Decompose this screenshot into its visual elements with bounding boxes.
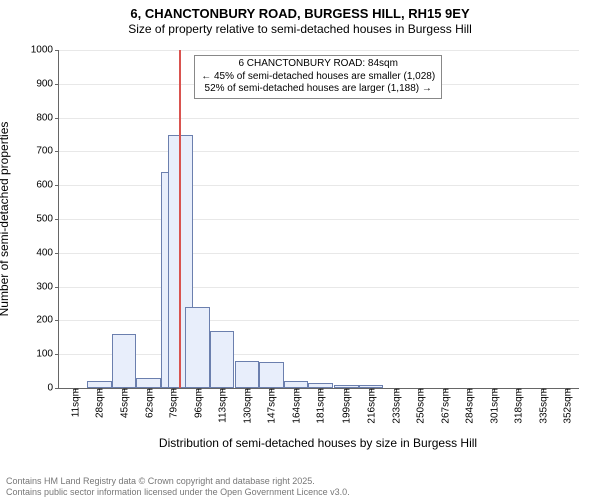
gridline — [59, 50, 579, 51]
gridline — [59, 287, 579, 288]
xtick-label: 79sqm — [167, 388, 180, 418]
ytick-label: 500 — [36, 214, 59, 225]
footer-line1: Contains HM Land Registry data © Crown c… — [6, 476, 350, 487]
page-title: 6, CHANCTONBURY ROAD, BURGESS HILL, RH15… — [0, 0, 600, 22]
bar — [284, 381, 309, 388]
ytick-label: 800 — [36, 112, 59, 123]
gridline — [59, 151, 579, 152]
bar — [185, 307, 210, 388]
plot-region: 0100200300400500600700800900100011sqm28s… — [58, 50, 579, 389]
xtick-label: 181sqm — [314, 388, 327, 424]
annotation-line3: 52% of semi-detached houses are larger (… — [201, 83, 435, 96]
bar — [259, 362, 284, 388]
gridline — [59, 354, 579, 355]
xtick-label: 96sqm — [191, 388, 204, 418]
ytick-label: 300 — [36, 281, 59, 292]
ytick-label: 700 — [36, 146, 59, 157]
gridline — [59, 118, 579, 119]
property-size-histogram: 0100200300400500600700800900100011sqm28s… — [58, 50, 578, 388]
xtick-label: 11sqm — [68, 388, 81, 417]
annotation-line1: 6 CHANCTONBURY ROAD: 84sqm — [201, 58, 435, 71]
xtick-label: 284sqm — [463, 388, 476, 424]
xtick-label: 335sqm — [536, 388, 549, 424]
bar — [235, 361, 260, 388]
xtick-label: 301sqm — [487, 388, 500, 424]
ytick-label: 600 — [36, 180, 59, 191]
footer-line2: Contains public sector information licen… — [6, 487, 350, 498]
gridline — [59, 320, 579, 321]
ytick-label: 1000 — [31, 45, 59, 56]
chart-container: 6, CHANCTONBURY ROAD, BURGESS HILL, RH15… — [0, 0, 600, 500]
ytick-label: 0 — [47, 383, 59, 394]
ytick-label: 900 — [36, 78, 59, 89]
gridline — [59, 253, 579, 254]
bar — [87, 381, 112, 388]
xtick-label: 147sqm — [265, 388, 278, 424]
gridline — [59, 185, 579, 186]
ytick-label: 200 — [36, 315, 59, 326]
xtick-label: 267sqm — [438, 388, 451, 424]
xtick-label: 216sqm — [365, 388, 378, 424]
bar — [210, 331, 235, 388]
xtick-label: 28sqm — [93, 388, 106, 418]
ytick-label: 100 — [36, 349, 59, 360]
annotation-box: 6 CHANCTONBURY ROAD: 84sqm← 45% of semi-… — [194, 55, 442, 99]
xtick-label: 45sqm — [118, 388, 131, 418]
xtick-label: 130sqm — [240, 388, 253, 424]
gridline — [59, 219, 579, 220]
bar — [136, 378, 161, 388]
xtick-label: 199sqm — [340, 388, 353, 424]
y-axis-label: Number of semi-detached properties — [0, 50, 11, 388]
annotation-line2: ← 45% of semi-detached houses are smalle… — [201, 71, 435, 84]
xtick-label: 113sqm — [216, 388, 229, 423]
ytick-label: 400 — [36, 247, 59, 258]
attribution-footer: Contains HM Land Registry data © Crown c… — [6, 476, 350, 498]
xtick-label: 250sqm — [414, 388, 427, 424]
subject-property-marker — [179, 50, 181, 388]
xtick-label: 62sqm — [142, 388, 155, 418]
xtick-label: 352sqm — [561, 388, 574, 424]
x-axis-label: Distribution of semi-detached houses by … — [58, 436, 578, 450]
xtick-label: 233sqm — [389, 388, 402, 424]
xtick-label: 164sqm — [289, 388, 302, 424]
bar — [112, 334, 137, 388]
xtick-label: 318sqm — [512, 388, 525, 424]
page-subtitle: Size of property relative to semi-detach… — [0, 22, 600, 40]
